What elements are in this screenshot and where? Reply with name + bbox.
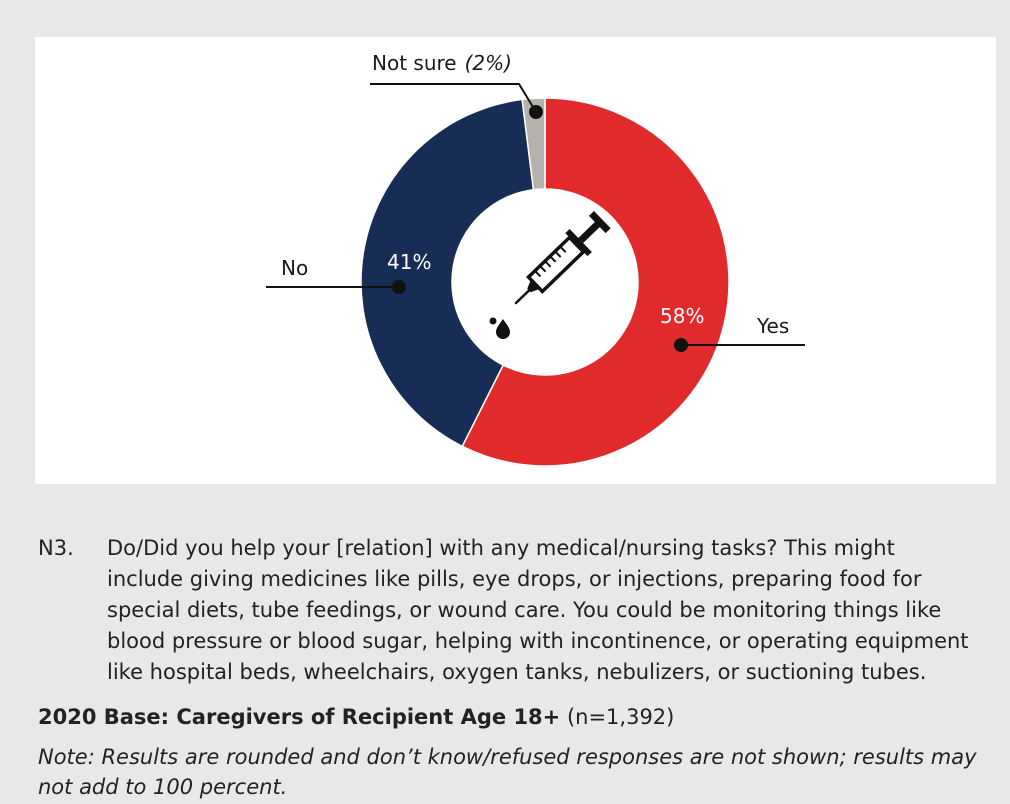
question-line: Do/Did you help your [relation] with any… <box>107 536 895 560</box>
chart-panel: Not sure (2%) No 41% 58% Yes <box>35 37 996 484</box>
question-line: include giving medicines like pills, eye… <box>107 567 922 591</box>
base-description: 2020 Base: Caregivers of Recipient Age 1… <box>38 702 674 732</box>
callout-dot-yes <box>674 338 688 352</box>
question-text: Do/Did you help your [relation] with any… <box>107 533 969 688</box>
category-label-no: No <box>281 256 308 280</box>
data-label-not-sure: (2%) <box>465 51 512 75</box>
question-line: like hospital beds, wheelchairs, oxygen … <box>107 660 927 684</box>
syringe-icon <box>514 211 611 305</box>
base-label: 2020 Base: Caregivers of Recipient Age 1… <box>38 705 561 729</box>
question-line: special diets, tube feedings, or wound c… <box>107 598 942 622</box>
data-label-no: 41% <box>387 250 431 274</box>
leader-line-not-sure <box>370 83 537 113</box>
donut-slices <box>360 97 730 467</box>
slice-no <box>360 98 535 448</box>
footnote: Note: Results are rounded and don’t know… <box>38 743 977 802</box>
callout-dot-no <box>392 280 406 294</box>
footnote-line: not add to 100 percent. <box>38 774 288 799</box>
callout-not-sure: Not sure (2%) <box>372 51 512 75</box>
donut-chart: Not sure (2%) No 41% 58% Yes <box>266 51 805 467</box>
slice-yes <box>461 97 730 467</box>
data-label-yes: 58% <box>660 304 704 328</box>
question-id: N3. <box>38 536 74 560</box>
category-label-yes: Yes <box>756 314 789 338</box>
footnote-line: Note: Results are rounded and don’t know… <box>38 745 977 769</box>
slice-not-sure <box>521 97 546 191</box>
drop-icon <box>489 317 510 339</box>
base-sample-size: (n=1,392) <box>566 705 675 729</box>
question-line: blood pressure or blood sugar, helping w… <box>107 629 969 653</box>
category-label-not-sure: Not sure <box>372 51 457 75</box>
callout-dot-not-sure <box>529 105 543 119</box>
